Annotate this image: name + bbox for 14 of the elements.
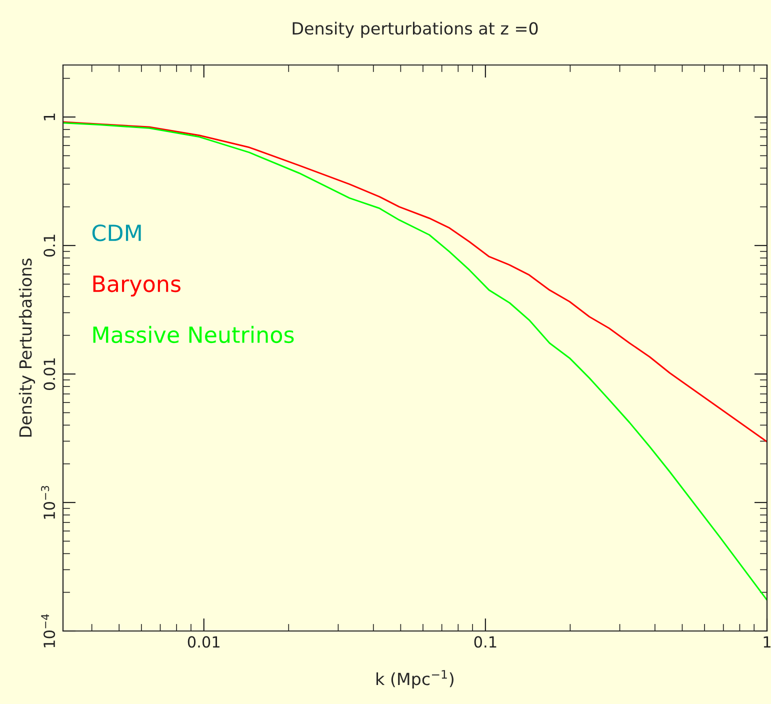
text: Baryons — [93, 276, 180, 296]
x-tick-label: 0.1 — [474, 636, 496, 648]
x-axis-title: k (Mpc$^{−1}$) — [376, 670, 454, 688]
chart-title: Density perturbations at z =0 — [292, 22, 538, 38]
y-tick-label: 10$^{−4}$ — [41, 614, 56, 648]
x-tick-label: 0.01 — [188, 636, 220, 648]
y-tick-label: 10$^{−3}$ — [41, 486, 56, 519]
text: Massive Neutrinos — [93, 326, 294, 344]
y-tick-label: 0.1 — [44, 234, 56, 257]
x-tick-label: 1 — [764, 636, 770, 648]
y-tick-label: 1 — [44, 114, 55, 120]
y-tick-label: 0.01 — [44, 358, 56, 390]
legend-label: CDM — [92, 224, 141, 242]
y-axis-title: Density Perturbations — [18, 258, 36, 437]
